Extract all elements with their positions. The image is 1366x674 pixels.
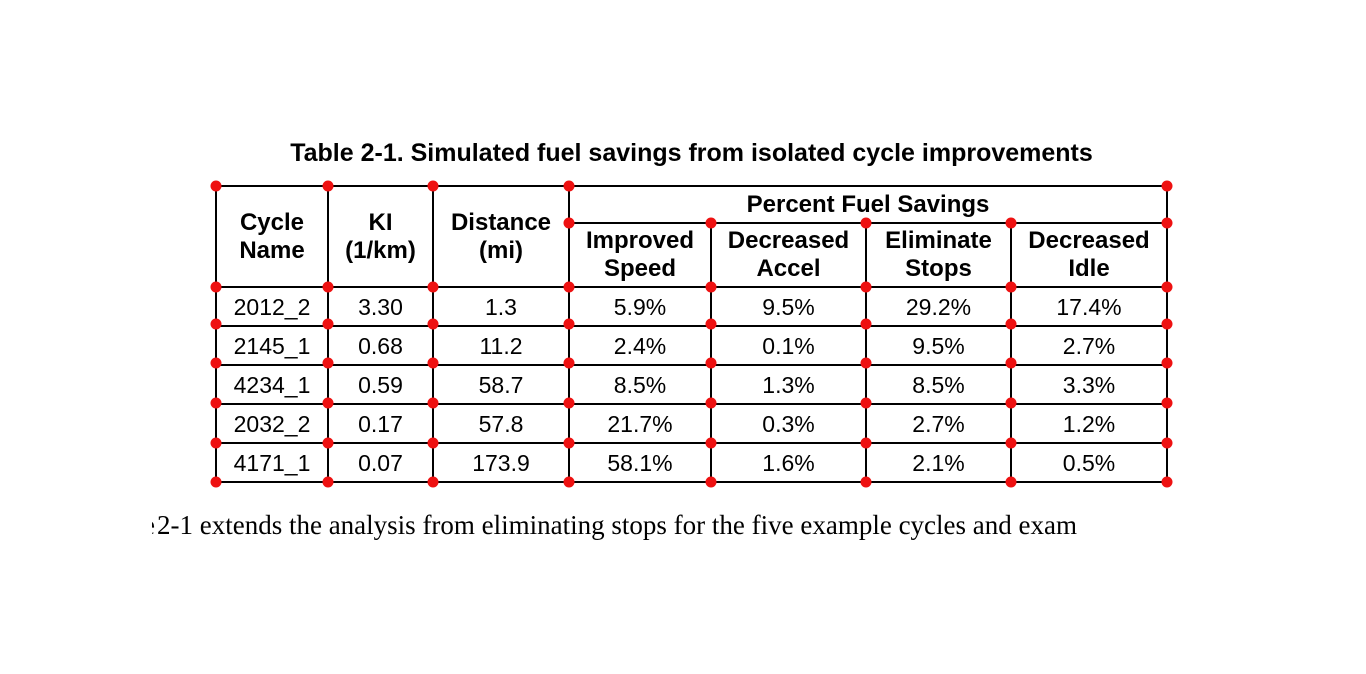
col-header-cycle-name: Cycle Name xyxy=(215,185,329,288)
col-header-distance: Distance (mi) xyxy=(432,185,570,288)
cell-decreased-accel: 9.5% xyxy=(710,286,867,327)
cell-eliminate-stops: 9.5% xyxy=(865,325,1012,366)
cell-decreased-idle: 17.4% xyxy=(1009,286,1169,327)
table-row: 4234_1 0.59 58.7 8.5% 1.3% 8.5% 3.3% xyxy=(215,364,1169,405)
cell-cycle-name: 2012_2 xyxy=(215,286,329,327)
cell-improved-speed: 58.1% xyxy=(568,442,712,483)
cell-decreased-idle: 0.5% xyxy=(1009,442,1169,483)
col-group-header-percent-fuel-savings: Percent Fuel Savings xyxy=(567,185,1169,224)
cell-cycle-name: 2032_2 xyxy=(215,403,329,444)
cell-decreased-idle: 2.7% xyxy=(1009,325,1169,366)
cell-cycle-name: 2145_1 xyxy=(215,325,329,366)
table-caption: Table 2-1. Simulated fuel savings from i… xyxy=(290,139,1093,167)
cell-ki: 0.68 xyxy=(327,325,434,366)
cell-improved-speed: 5.9% xyxy=(568,286,712,327)
clipped-letter-fragment: e xyxy=(152,509,157,541)
cell-ki: 0.59 xyxy=(327,364,434,405)
cell-distance: 57.8 xyxy=(432,403,570,444)
cell-distance: 173.9 xyxy=(432,442,570,483)
cell-distance: 1.3 xyxy=(432,286,570,327)
cell-eliminate-stops: 2.7% xyxy=(865,403,1012,444)
table-row: 2012_2 3.30 1.3 5.9% 9.5% 29.2% 17.4% xyxy=(215,286,1169,327)
cell-ki: 0.07 xyxy=(327,442,434,483)
cell-eliminate-stops: 29.2% xyxy=(865,286,1012,327)
body-text: 2-1 extends the analysis from eliminatin… xyxy=(157,510,1077,540)
col-header-eliminate-stops: Eliminate Stops xyxy=(865,222,1012,288)
table-row: 4171_1 0.07 173.9 58.1% 1.6% 2.1% 0.5% xyxy=(215,442,1169,483)
cell-decreased-accel: 1.3% xyxy=(710,364,867,405)
cell-distance: 11.2 xyxy=(432,325,570,366)
cell-decreased-accel: 0.3% xyxy=(710,403,867,444)
cell-eliminate-stops: 8.5% xyxy=(865,364,1012,405)
table-row: 2145_1 0.68 11.2 2.4% 0.1% 9.5% 2.7% xyxy=(215,325,1169,366)
cell-distance: 58.7 xyxy=(432,364,570,405)
col-header-improved-speed: Improved Speed xyxy=(568,222,712,288)
fuel-savings-table: Cycle Name KI (1/km) Distance (mi) Perce… xyxy=(215,185,1169,483)
cell-improved-speed: 2.4% xyxy=(568,325,712,366)
cell-decreased-idle: 3.3% xyxy=(1009,364,1169,405)
col-header-ki: KI (1/km) xyxy=(327,185,434,288)
cell-eliminate-stops: 2.1% xyxy=(865,442,1012,483)
table-row: 2032_2 0.17 57.8 21.7% 0.3% 2.7% 1.2% xyxy=(215,403,1169,444)
col-header-decreased-idle: Decreased Idle xyxy=(1009,222,1169,288)
col-header-decreased-accel: Decreased Accel xyxy=(710,222,867,288)
body-text-line: e2-1 extends the analysis from eliminati… xyxy=(152,509,1077,541)
cell-improved-speed: 21.7% xyxy=(568,403,712,444)
cell-cycle-name: 4171_1 xyxy=(215,442,329,483)
cell-decreased-accel: 1.6% xyxy=(710,442,867,483)
cell-decreased-idle: 1.2% xyxy=(1009,403,1169,444)
cell-decreased-accel: 0.1% xyxy=(710,325,867,366)
cell-ki: 3.30 xyxy=(327,286,434,327)
cell-cycle-name: 4234_1 xyxy=(215,364,329,405)
cell-ki: 0.17 xyxy=(327,403,434,444)
cell-improved-speed: 8.5% xyxy=(568,364,712,405)
